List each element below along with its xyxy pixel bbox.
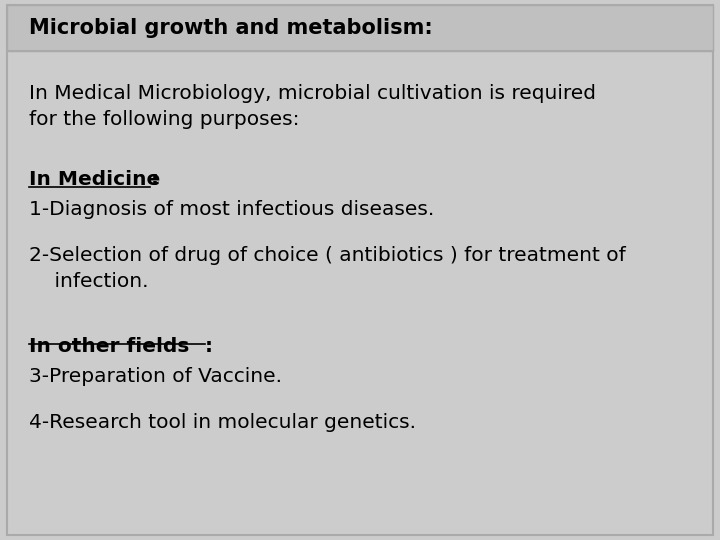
Text: 1-Diagnosis of most infectious diseases.: 1-Diagnosis of most infectious diseases.: [29, 200, 434, 219]
Text: :: :: [150, 170, 158, 189]
FancyBboxPatch shape: [7, 5, 713, 535]
Text: 4-Research tool in molecular genetics.: 4-Research tool in molecular genetics.: [29, 413, 416, 432]
Text: In other fields: In other fields: [29, 338, 189, 356]
Text: 3-Preparation of Vaccine.: 3-Preparation of Vaccine.: [29, 367, 282, 386]
Text: Microbial growth and metabolism:: Microbial growth and metabolism:: [29, 18, 433, 38]
Text: 2-Selection of drug of choice ( antibiotics ) for treatment of
    infection.: 2-Selection of drug of choice ( antibiot…: [29, 246, 626, 291]
Text: In Medicine: In Medicine: [29, 170, 160, 189]
FancyBboxPatch shape: [7, 5, 713, 51]
Text: :: :: [205, 338, 213, 356]
Text: In Medical Microbiology, microbial cultivation is required
for the following pur: In Medical Microbiology, microbial culti…: [29, 84, 596, 129]
